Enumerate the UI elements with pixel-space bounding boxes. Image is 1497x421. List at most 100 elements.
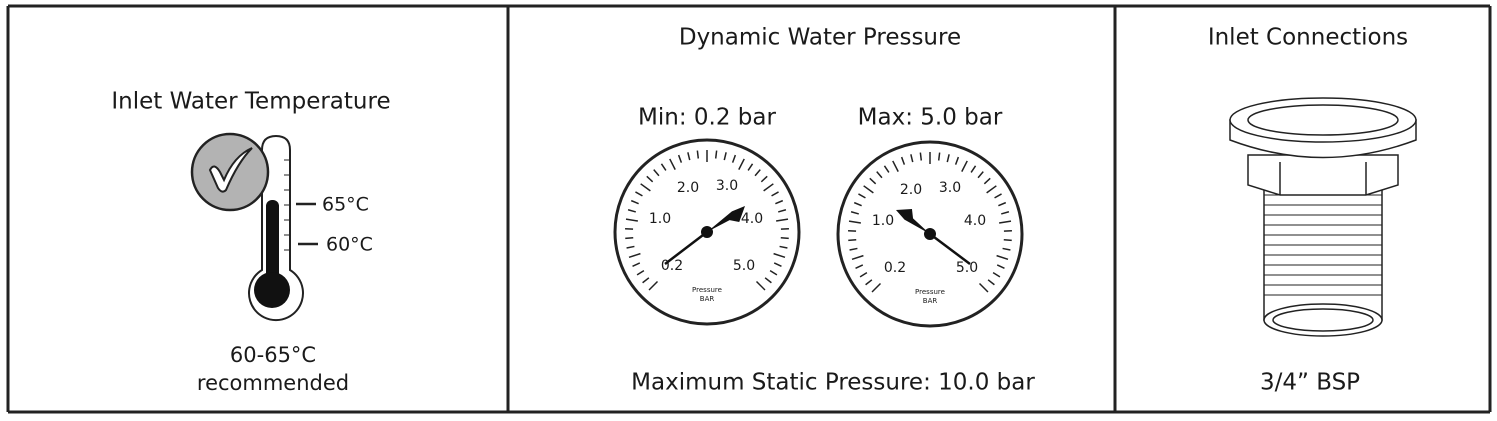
gauge-tick — [630, 199, 639, 205]
gauge-tick — [859, 272, 868, 278]
gauge-tick — [848, 239, 857, 242]
gauge-tick — [771, 191, 779, 197]
gauge-tick — [1003, 239, 1012, 242]
gauge-tick — [996, 254, 1009, 261]
needle-hub — [701, 226, 713, 238]
gauge-tick — [970, 165, 977, 173]
gauge-scale-label: 2.0 — [677, 180, 699, 196]
gauge-unit: Pressure — [915, 288, 945, 296]
gauge-tick — [723, 152, 727, 161]
gauge-tick — [653, 169, 660, 177]
gauge-tick — [780, 237, 789, 240]
gauge-tick — [773, 262, 782, 268]
gauge-tick — [669, 158, 676, 170]
gauge-tick — [763, 183, 774, 192]
gauge-tick — [677, 154, 683, 163]
gauge-tick — [855, 264, 864, 270]
gauge-tick — [977, 171, 984, 179]
gauge-tick — [754, 169, 761, 177]
gauge-tick — [998, 201, 1007, 207]
gauge-tick — [714, 150, 718, 159]
needle-tip — [707, 206, 745, 232]
gauge-tick — [876, 171, 883, 179]
gauge-tick — [764, 277, 772, 284]
gauge-tick — [625, 237, 634, 240]
needle-tip — [896, 209, 930, 234]
gauge-tick — [892, 160, 899, 172]
gauge-tick — [640, 183, 651, 192]
gauge-tick — [849, 247, 858, 251]
gauge-tick — [883, 165, 890, 173]
gauge-tick — [850, 211, 859, 215]
caption: 3/4” BSP — [1260, 370, 1360, 396]
table-borders — [6, 4, 1492, 414]
gauge-tick — [731, 154, 737, 163]
gauge-tick — [747, 163, 754, 171]
gauge-tick — [628, 252, 641, 259]
gauge-tick — [863, 185, 874, 194]
gauge-tick — [848, 220, 861, 224]
gauge-tick — [627, 209, 636, 213]
panel-title: Inlet Water Temperature — [111, 89, 390, 115]
gauge-tick — [871, 282, 882, 293]
gauge-scale-label: 4.0 — [964, 213, 986, 229]
gauge-tick — [853, 201, 862, 207]
gauge-tick — [696, 150, 700, 159]
gauge-tick — [937, 152, 941, 161]
gauge-tick — [626, 245, 635, 249]
needle-tail — [664, 231, 708, 265]
gauge-tick — [635, 191, 643, 197]
gauge-tick — [769, 270, 778, 276]
gauge-tick — [954, 156, 960, 165]
gauge-tick — [851, 254, 864, 261]
needle-tail — [929, 233, 971, 265]
gauge-scale-label: 3.0 — [939, 180, 961, 196]
gauge-tick — [983, 177, 991, 185]
gauge-tick — [996, 264, 1005, 270]
gauge-scale-label: 1.0 — [649, 211, 671, 227]
gauge-tick — [994, 193, 1002, 199]
gauge-tick — [919, 152, 923, 161]
gauge-scale-label: 2.0 — [900, 182, 922, 198]
panel-title: Inlet Connections — [1208, 25, 1408, 51]
gauge-tick — [858, 193, 866, 199]
gauge-tick — [1001, 211, 1010, 215]
gauge-tick — [625, 218, 638, 222]
gauge-tick — [636, 270, 645, 276]
gauge-scale-label: 1.0 — [872, 213, 894, 229]
gauge-tick — [632, 262, 641, 268]
gauge-tick — [775, 199, 784, 205]
gauge-unit: Pressure — [692, 286, 722, 294]
gauge-tick — [738, 158, 745, 170]
gauge-label: Max: 5.0 bar — [858, 105, 1003, 131]
caption: recommended — [197, 371, 349, 395]
gauge-tick — [910, 154, 914, 163]
gauge-label: Min: 0.2 bar — [638, 105, 776, 131]
gauge-tick — [987, 279, 995, 286]
gauge-tick — [986, 185, 997, 194]
gauge-tick — [978, 282, 989, 293]
gauge-tick — [778, 209, 787, 213]
gauge-scale-label: 0.2 — [884, 260, 906, 276]
gauge-tick — [779, 245, 788, 249]
gauge-tick — [687, 152, 691, 161]
gauge-tick — [760, 175, 768, 183]
gauge-scale-label: 5.0 — [733, 258, 755, 274]
gauge-tick — [1002, 247, 1011, 251]
thermometer — [190, 132, 318, 322]
fitting-icon — [1229, 97, 1417, 337]
gauge-tick — [999, 220, 1012, 224]
gauge-tick — [946, 154, 950, 163]
gauge-tick — [773, 252, 786, 259]
gauge-scale-label: 3.0 — [716, 178, 738, 194]
gauge-scale-label: 4.0 — [741, 211, 763, 227]
gauge-tick — [755, 280, 766, 291]
panel-title: Dynamic Water Pressure — [679, 25, 961, 51]
gauge-unit: BAR — [923, 297, 938, 305]
gauge-tick — [648, 280, 659, 291]
gauge-tick — [646, 175, 654, 183]
gauge-unit: BAR — [700, 295, 715, 303]
temperature-marker: 60°C — [326, 234, 373, 256]
